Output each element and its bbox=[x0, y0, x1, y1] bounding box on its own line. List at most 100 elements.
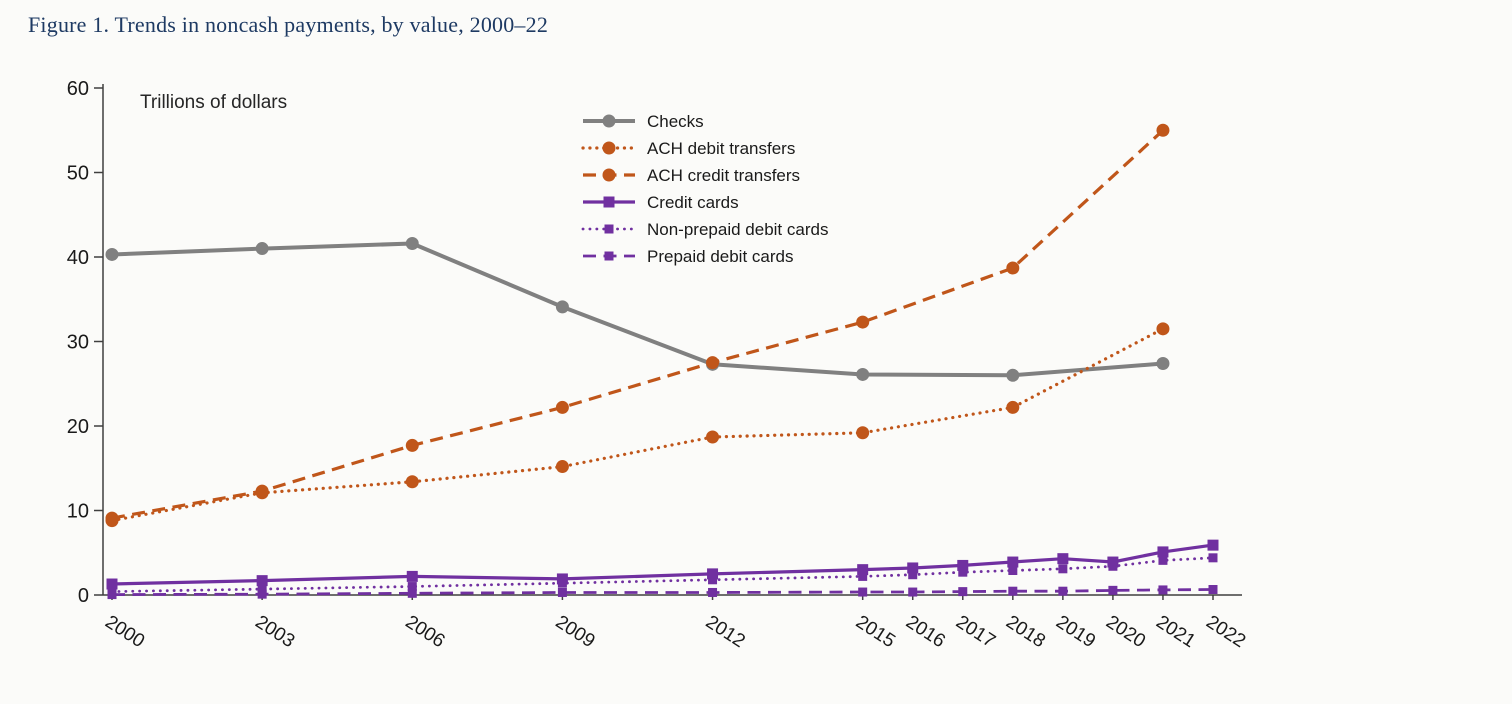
data-point bbox=[256, 575, 268, 587]
legend-item-prepaid-debit-cards: Prepaid debit cards bbox=[583, 247, 793, 266]
y-axis-labels: 0 10 20 30 40 50 60 bbox=[67, 78, 89, 607]
x-tick-label: 2022 bbox=[1202, 612, 1249, 653]
x-axis-labels: 2000 2003 2006 2009 2012 2015 2016 2017 2018 2019… bbox=[101, 612, 1249, 653]
data-point bbox=[858, 587, 868, 597]
x-tick-label: 2006 bbox=[402, 612, 449, 653]
y-tick-label: 30 bbox=[67, 332, 89, 354]
series-line-ach-debit-transfers bbox=[110, 327, 1165, 523]
y-tick-label: 10 bbox=[67, 501, 89, 523]
data-point bbox=[602, 141, 616, 155]
legend-item-non-prepaid-debit-cards: Non-prepaid debit cards bbox=[581, 220, 828, 239]
data-point bbox=[555, 400, 569, 414]
series-ach-credit-transfers bbox=[105, 123, 1170, 525]
legend-label: Checks bbox=[647, 112, 704, 131]
data-point bbox=[908, 570, 918, 580]
series-line-checks bbox=[111, 241, 1164, 378]
data-point bbox=[1208, 585, 1218, 595]
x-tick-label: 2003 bbox=[251, 612, 298, 653]
legend-item-ach-credit-transfers: ACH credit transfers bbox=[583, 166, 800, 185]
data-point bbox=[255, 242, 269, 256]
data-point bbox=[706, 430, 720, 444]
data-point bbox=[107, 590, 117, 600]
legend-label: Prepaid debit cards bbox=[647, 247, 793, 266]
x-tick-label: 2016 bbox=[902, 612, 949, 653]
figure-title: Figure 1. Trends in noncash payments, by… bbox=[28, 12, 549, 37]
data-point bbox=[856, 315, 870, 329]
data-point bbox=[856, 367, 870, 381]
data-point bbox=[907, 562, 919, 574]
data-point bbox=[1108, 561, 1118, 571]
data-point bbox=[602, 114, 616, 128]
data-point bbox=[1157, 546, 1169, 558]
data-point bbox=[957, 559, 969, 571]
data-point bbox=[555, 300, 569, 314]
data-point bbox=[604, 224, 614, 234]
series-line-ach-credit-transfers bbox=[111, 129, 1165, 520]
data-point bbox=[557, 587, 567, 597]
x-tick-label: 2021 bbox=[1152, 612, 1199, 653]
data-point bbox=[405, 475, 419, 489]
data-point bbox=[1008, 586, 1018, 596]
data-point bbox=[708, 587, 718, 597]
legend-label: ACH debit transfers bbox=[647, 139, 795, 158]
data-point bbox=[555, 460, 569, 474]
data-point bbox=[407, 582, 417, 592]
data-point bbox=[1156, 322, 1170, 336]
data-point bbox=[1007, 556, 1019, 568]
data-point bbox=[406, 570, 418, 582]
legend-label: Credit cards bbox=[647, 193, 739, 212]
y-tick-label: 50 bbox=[67, 163, 89, 185]
data-point bbox=[105, 247, 119, 261]
data-point bbox=[604, 251, 614, 261]
data-point bbox=[1006, 261, 1020, 275]
data-point bbox=[602, 168, 616, 182]
y-tick-label: 60 bbox=[67, 78, 89, 100]
data-point bbox=[1108, 585, 1118, 595]
data-point bbox=[1158, 555, 1168, 565]
data-point bbox=[1158, 585, 1168, 595]
x-tick-label: 2000 bbox=[101, 612, 148, 653]
data-point bbox=[706, 356, 720, 370]
y-tick-label: 40 bbox=[67, 247, 89, 269]
data-point bbox=[106, 578, 118, 590]
data-point bbox=[1058, 564, 1068, 574]
x-tick-label: 2015 bbox=[852, 612, 899, 653]
data-point bbox=[603, 196, 615, 208]
data-point bbox=[1006, 368, 1020, 382]
legend-label: Non-prepaid debit cards bbox=[647, 220, 828, 239]
data-point bbox=[557, 578, 567, 588]
y-tick-label: 20 bbox=[67, 416, 89, 438]
data-point bbox=[405, 236, 419, 250]
legend-label: ACH credit transfers bbox=[647, 166, 800, 185]
data-point bbox=[1058, 586, 1068, 596]
x-tick-label: 2017 bbox=[952, 612, 999, 653]
data-point bbox=[1006, 400, 1020, 414]
series-line-credit-cards bbox=[111, 543, 1214, 586]
x-tick-label: 2018 bbox=[1002, 612, 1049, 653]
units-label: Trillions of dollars bbox=[140, 92, 288, 113]
series-credit-cards bbox=[106, 539, 1219, 590]
data-point bbox=[1057, 553, 1069, 565]
chart-legend: Checks ACH debit transfers ACH credit tran… bbox=[581, 112, 828, 266]
data-point bbox=[708, 575, 718, 585]
x-tick-label: 2020 bbox=[1102, 612, 1149, 653]
data-point bbox=[856, 426, 870, 440]
y-tick-label: 0 bbox=[78, 585, 89, 607]
data-point bbox=[958, 587, 968, 597]
data-point bbox=[858, 571, 868, 581]
series-prepaid-debit-cards bbox=[107, 585, 1218, 600]
data-point bbox=[407, 588, 417, 598]
data-point bbox=[958, 567, 968, 577]
data-point bbox=[257, 589, 267, 599]
data-point bbox=[105, 511, 119, 525]
data-point bbox=[405, 438, 419, 452]
data-point bbox=[1207, 539, 1219, 551]
data-point bbox=[857, 564, 869, 576]
data-point bbox=[707, 568, 719, 580]
data-point bbox=[255, 484, 269, 498]
legend-item-ach-debit-transfers: ACH debit transfers bbox=[581, 139, 795, 158]
series-line-prepaid-debit-cards bbox=[111, 588, 1214, 596]
data-point bbox=[908, 587, 918, 597]
